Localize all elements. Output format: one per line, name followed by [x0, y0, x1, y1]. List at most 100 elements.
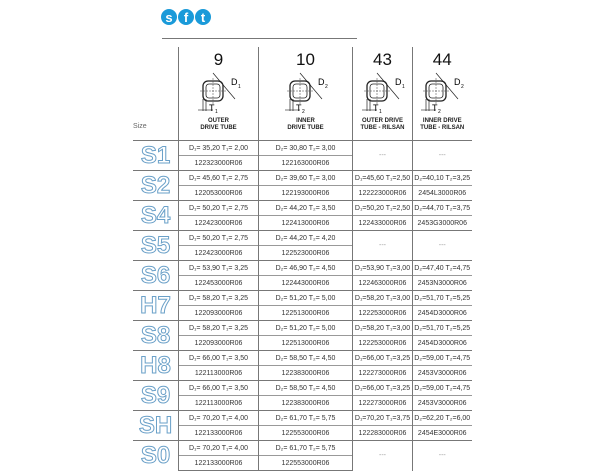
part-number: 122163000R06 [258, 155, 353, 171]
not-available: --- [412, 230, 472, 261]
svg-text:T: T [373, 103, 379, 113]
part-number: 122273000R06 [352, 365, 413, 381]
part-number: 2454D3000R06 [412, 335, 472, 351]
not-available: --- [352, 230, 413, 261]
dimension-spec: D₁=53,90 T₁=3,00 [352, 260, 413, 276]
svg-text:T: T [209, 103, 215, 113]
size-label: S0 [133, 440, 179, 471]
table-row-part-number: 122423000R06 122523000R06 [133, 245, 472, 261]
part-number: 122193000R06 [258, 185, 353, 201]
svg-text:T: T [432, 103, 438, 113]
size-label: S2 [133, 170, 179, 201]
table-row: S0 D₁= 70,20 T₁= 4,00 D₂= 61,70 T₂= 5,75 --… [133, 440, 472, 471]
size-label: S1 [133, 140, 179, 171]
table-row-part-number: 122053000R06 122193000R06 122223000R06 2454… [133, 185, 472, 201]
part-number: 122383000R06 [258, 395, 353, 411]
part-number: 122383000R06 [258, 365, 353, 381]
part-number: 122093000R06 [178, 335, 259, 351]
size-label: S9 [133, 380, 179, 411]
dimension-spec: D₁= 45,60 T₁= 2,75 [178, 170, 259, 186]
dimension-spec: D₂= 44,20 T₂= 4,20 [258, 230, 353, 246]
column-description: OUTER DRIVE TUBE [200, 118, 237, 131]
table-row: S9 D₁= 66,00 T₁= 3,50 D₂= 58,50 T₂= 4,50 D₁… [133, 380, 472, 411]
dimension-spec: D₂= 51,20 T₂= 5,00 [258, 320, 353, 336]
dimension-spec: D₂=40,10 T₂=3,25 [412, 170, 472, 186]
size-label: H7 [133, 290, 179, 321]
dimension-spec: D₁= 58,20 T₁= 3,25 [178, 320, 259, 336]
dimension-spec: D₁=45,60 T₁=2,50 [352, 170, 413, 186]
dimension-spec: D₂= 58,50 T₂= 4,50 [258, 350, 353, 366]
dimension-spec: D₁=58,20 T₁=3,00 [352, 320, 413, 336]
dimension-spec: D₁=58,20 T₁=3,00 [352, 290, 413, 306]
dimension-spec: D₂= 30,80 T₂= 3,00 [258, 140, 353, 156]
svg-text:1: 1 [402, 84, 405, 90]
table-row: H8 D₁= 66,00 T₁= 3,50 D₂= 58,50 T₂= 4,50 D₁… [133, 350, 472, 381]
part-number: 122133000R06 [178, 425, 259, 441]
logo-letter: s [161, 9, 177, 25]
dimension-spec: D₁= 53,90 T₁= 3,25 [178, 260, 259, 276]
svg-text:D: D [395, 77, 402, 87]
column-number: 44 [432, 50, 452, 69]
table-row: H7 D₁= 58,20 T₁= 3,25 D₂= 51,20 T₂= 5,00 D₁… [133, 290, 472, 321]
dimension-spec: D₂= 51,20 T₂= 5,00 [258, 290, 353, 306]
table-row-part-number: 122093000R06 122513000R06 122253000R06 2454… [133, 305, 472, 321]
svg-text:D: D [454, 77, 461, 87]
part-number: 122553000R06 [258, 425, 353, 441]
part-number: 122273000R06 [352, 395, 413, 411]
svg-text:2: 2 [438, 109, 441, 115]
dimension-spec: D₂= 39,60 T₂= 3,00 [258, 170, 353, 186]
part-number: 122433000R06 [352, 215, 413, 231]
part-number: 122093000R06 [178, 305, 259, 321]
table-row-part-number: 122113000R06 122383000R06 122273000R06 2453… [133, 395, 472, 411]
svg-text:D: D [318, 77, 325, 87]
header-divider [162, 38, 357, 39]
dimension-spec: D₂=47,40 T₂=4,75 [412, 260, 472, 276]
part-number: 122253000R06 [352, 305, 413, 321]
part-number: 122283000R06 [352, 425, 413, 441]
part-number: 122423000R06 [178, 245, 259, 261]
part-number: 2453V3000R06 [412, 365, 472, 381]
dimension-spec: D₁= 70,20 T₁= 4,00 [178, 410, 259, 426]
svg-text:2: 2 [461, 84, 464, 90]
part-number: 122133000R06 [178, 455, 259, 471]
size-label: SH [133, 410, 179, 441]
table-row-part-number: 122323000R06 122163000R06 [133, 155, 472, 171]
part-number: 122423000R06 [178, 215, 259, 231]
dimension-spec: D₁=66,00 T₁=3,25 [352, 380, 413, 396]
dimension-spec: D₂=51,70 T₂=5,25 [412, 320, 472, 336]
logo-letter: f [178, 9, 194, 25]
column-description: OUTER DRIVE TUBE - RILSAN [360, 118, 405, 131]
column-number: 10 [296, 50, 315, 69]
dimension-spec: D₂=59,00 T₂=4,75 [412, 380, 472, 396]
dimension-spec: D₂= 44,20 T₂= 3,50 [258, 200, 353, 216]
svg-text:2: 2 [325, 84, 328, 90]
dimension-spec: D₁= 70,20 T₁= 4,00 [178, 440, 259, 456]
part-number: 122523000R06 [258, 245, 353, 261]
dimension-spec: D₁= 66,00 T₁= 3,50 [178, 350, 259, 366]
part-number: 122053000R06 [178, 185, 259, 201]
dimension-spec: D₁=66,00 T₁=3,25 [352, 350, 413, 366]
table-row-part-number: 122093000R06 122513000R06 122253000R06 2454… [133, 335, 472, 351]
column-number: 43 [373, 50, 392, 69]
dimension-spec: D₂=62,20 T₂=6,00 [412, 410, 472, 426]
part-number: 2454D3000R06 [412, 305, 472, 321]
part-number: 2453G3000R06 [412, 215, 472, 231]
dimension-spec: D₁= 35,20 T₁= 2,00 [178, 140, 259, 156]
part-number: 122463000R06 [352, 275, 413, 291]
table-row: S8 D₁= 58,20 T₁= 3,25 D₂= 51,20 T₂= 5,00 D₁… [133, 320, 472, 351]
part-number: 2453N3000R06 [412, 275, 472, 291]
size-label: H8 [133, 350, 179, 381]
part-number: 2453V3000R06 [412, 395, 472, 411]
svg-text:1: 1 [238, 84, 241, 90]
size-label: S4 [133, 200, 179, 231]
not-available: --- [412, 440, 472, 471]
table-row: S1 D₁= 35,20 T₁= 2,00 D₂= 30,80 T₂= 3,00 --… [133, 140, 472, 171]
part-number: 2454L3000R06 [412, 185, 472, 201]
part-number: 122253000R06 [352, 335, 413, 351]
part-number: 122323000R06 [178, 155, 259, 171]
dimension-spec: D₁= 50,20 T₁= 2,75 [178, 230, 259, 246]
